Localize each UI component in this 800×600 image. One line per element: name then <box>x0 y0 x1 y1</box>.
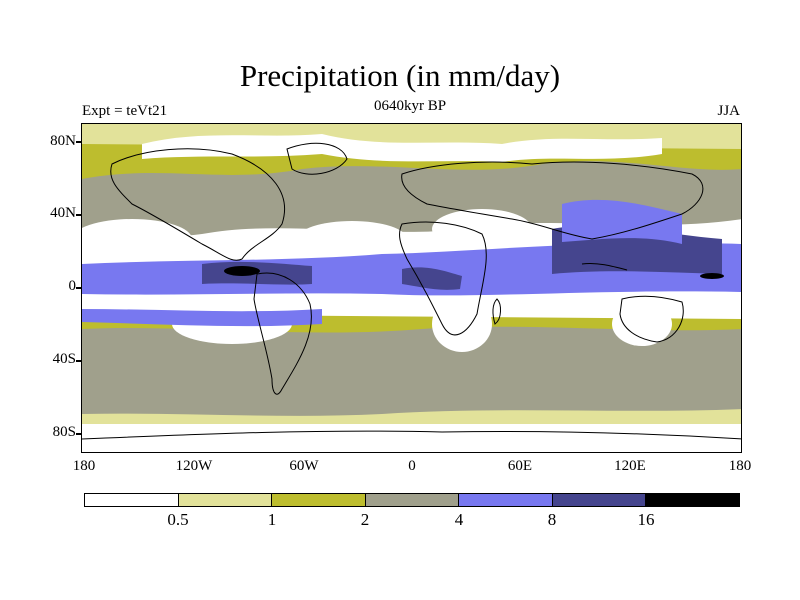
colorbar-label: 1 <box>267 510 277 529</box>
colorbar-label: 16 <box>637 510 655 529</box>
season-label: JJA <box>717 103 740 119</box>
lat-label-80s: 80S <box>52 424 76 440</box>
colorbar-segment <box>459 494 553 506</box>
colorbar-label: 2 <box>360 510 370 529</box>
lat-tick <box>76 214 81 216</box>
lat-label-0: 0 <box>68 278 77 294</box>
lon-label-60w: 60W <box>289 458 319 474</box>
lat-label-80n: 80N <box>50 133 76 149</box>
lat-label-40n: 40N <box>50 205 76 221</box>
colorbar-segment <box>272 494 366 506</box>
experiment-label: Expt = teVt21 <box>82 103 168 119</box>
colorbar-segment <box>178 494 273 506</box>
colorbar <box>84 493 740 507</box>
lat-tick <box>76 433 81 435</box>
lat-label-40s: 40S <box>52 351 76 367</box>
map-title: Precipitation (in mm/day) <box>239 58 561 93</box>
colorbar-label: 4 <box>454 510 464 529</box>
colorbar-segment <box>552 494 647 506</box>
lon-label-120w: 120W <box>175 458 213 474</box>
lon-label-180w: 180 <box>72 458 96 474</box>
lat-tick <box>76 287 81 289</box>
time-label: 0640kyr BP <box>373 98 447 114</box>
lon-label-120e: 120E <box>614 458 646 474</box>
lon-label-60e: 60E <box>507 458 533 474</box>
lon-label-0: 0 <box>408 458 416 474</box>
precipitation-map <box>81 123 742 453</box>
colorbar-segment <box>646 494 740 506</box>
colorbar-label: 8 <box>547 510 557 529</box>
lon-label-180e: 180 <box>728 458 752 474</box>
lat-tick <box>76 141 81 143</box>
colorbar-segment <box>365 494 460 506</box>
colorbar-label: 0.5 <box>167 510 189 529</box>
lat-tick <box>76 360 81 362</box>
colorbar-segment <box>85 494 179 506</box>
precipitation-field <box>82 124 741 452</box>
